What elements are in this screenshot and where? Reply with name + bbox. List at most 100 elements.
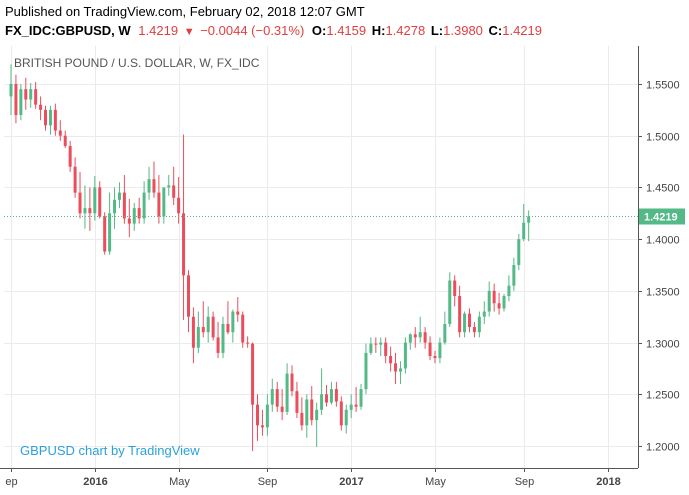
candle — [364, 343, 368, 395]
candle — [241, 311, 245, 348]
chart-footer-credit[interactable]: GBPUSD chart by TradingView — [20, 443, 200, 458]
candle-body — [517, 239, 521, 265]
candle-body — [256, 404, 259, 426]
candle-body — [448, 280, 452, 324]
candle — [29, 82, 33, 108]
candle — [256, 394, 259, 441]
candle — [384, 337, 388, 364]
candle — [472, 321, 476, 338]
candle — [453, 275, 457, 307]
candle — [339, 396, 343, 431]
candle-body — [467, 313, 471, 328]
last-price: 1.4219 — [138, 23, 179, 38]
change-value: −0.0044 (−0.31%) — [200, 23, 305, 38]
candle-body — [196, 327, 200, 348]
candle — [142, 181, 146, 224]
candle-body — [177, 197, 181, 214]
candle-body — [502, 296, 506, 309]
x-tick-label: May — [425, 476, 446, 488]
candle — [379, 337, 383, 357]
candle-body — [408, 334, 412, 343]
candle — [315, 402, 319, 448]
x-tick-label: 2016 — [83, 476, 107, 488]
candle — [295, 381, 299, 419]
candle — [300, 397, 304, 431]
x-tick-label: 2018 — [596, 476, 620, 488]
candle-body — [88, 208, 92, 214]
candle — [359, 383, 363, 410]
candle-body — [113, 199, 117, 214]
candle-body — [359, 389, 363, 407]
y-tick-label: 1.2500 — [646, 390, 680, 402]
candle — [127, 198, 131, 238]
candle-body — [152, 179, 156, 193]
candle — [216, 321, 220, 359]
down-arrow-icon: ▼ — [183, 26, 195, 38]
candle-body — [63, 135, 67, 147]
y-tick-label: 1.5500 — [646, 80, 680, 92]
candle — [201, 301, 205, 338]
last-price-badge-label: 1.4219 — [644, 212, 678, 224]
candle — [236, 297, 240, 322]
candle-body — [24, 89, 28, 100]
candle-body — [34, 89, 38, 105]
candle-body — [280, 406, 284, 412]
candle-body — [403, 342, 407, 369]
candle-body — [73, 166, 77, 193]
candle — [477, 311, 481, 338]
candle — [408, 333, 412, 350]
candle-body — [58, 130, 62, 136]
candle-body — [364, 352, 368, 390]
x-tick-label: 2017 — [339, 476, 363, 488]
candle-body — [482, 311, 486, 317]
candle-body — [206, 316, 210, 333]
candle — [285, 363, 289, 415]
candle — [39, 96, 43, 121]
symbol-label: FX_IDC:GBPUSD, W — [5, 23, 131, 38]
candle-body — [423, 332, 427, 343]
candle — [9, 64, 13, 116]
candle — [492, 283, 496, 312]
candle-body — [349, 404, 353, 410]
candle-body — [78, 192, 82, 214]
candle — [398, 361, 402, 384]
candle-body — [433, 356, 437, 359]
candle — [369, 337, 373, 355]
candle — [310, 386, 314, 426]
candle-body — [295, 391, 299, 413]
candle-body — [305, 399, 309, 426]
candle-body — [186, 275, 190, 317]
candle-body — [221, 323, 225, 353]
candle — [63, 130, 67, 149]
candle — [482, 301, 486, 324]
candle — [265, 394, 269, 436]
candle — [334, 381, 338, 407]
candle — [93, 176, 97, 221]
candle — [502, 293, 506, 312]
candle-body — [231, 311, 235, 333]
candle-body — [458, 296, 462, 333]
candle-body — [285, 373, 289, 412]
candle-body — [374, 343, 378, 345]
y-tick-label: 1.3000 — [646, 339, 680, 351]
candle — [527, 210, 531, 242]
symbol-info-line: FX_IDC:GBPUSD, W 1.4219 ▼ −0.0044 (−0.31… — [5, 23, 542, 38]
candle-body — [334, 389, 338, 402]
y-tick-label: 1.5000 — [646, 132, 680, 144]
candle — [329, 381, 333, 405]
candle-body — [418, 332, 422, 338]
candle-body — [251, 343, 255, 405]
candle-body — [369, 343, 373, 353]
candle — [24, 77, 28, 110]
last-price-badge — [639, 208, 685, 225]
x-tick-label: Sep — [258, 476, 278, 488]
candle-body — [290, 373, 294, 392]
candle-body — [19, 89, 23, 116]
candle-body — [246, 342, 250, 344]
candle — [44, 105, 48, 131]
candle-body — [44, 109, 48, 126]
candle — [270, 378, 274, 412]
candle-body — [438, 342, 442, 359]
candle-body — [142, 192, 146, 219]
